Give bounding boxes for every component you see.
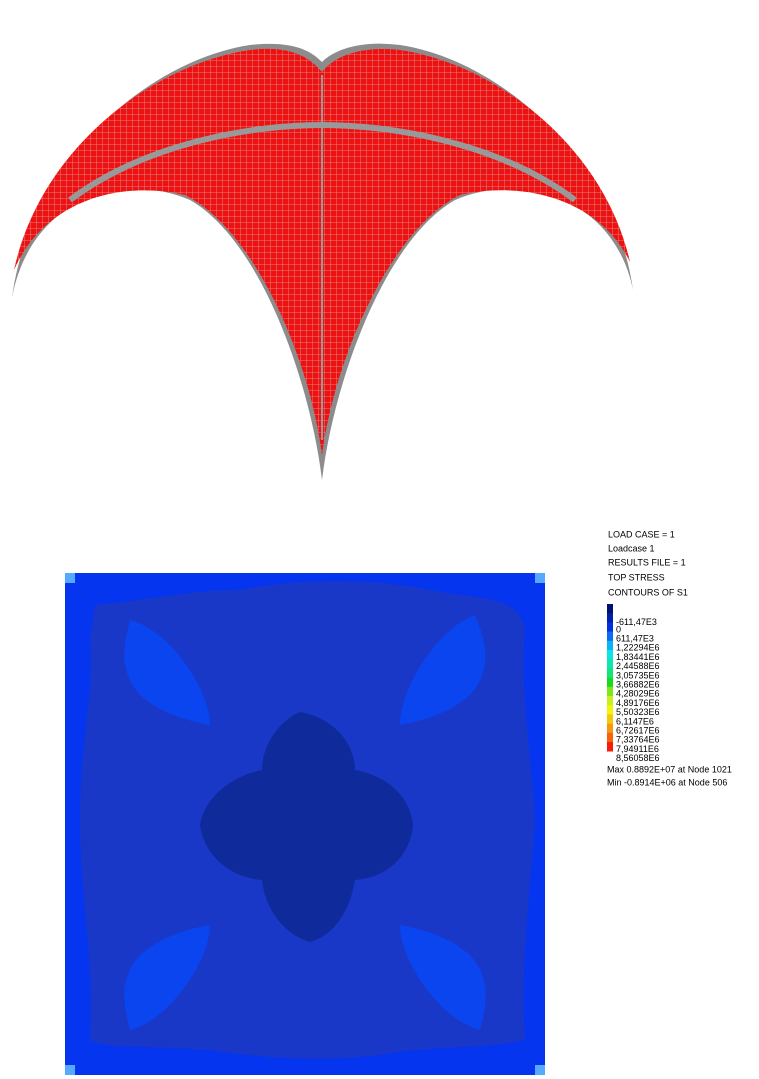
legend-swatch	[607, 687, 613, 697]
legend-swatch	[607, 650, 613, 660]
legend-header: CONTOURS OF S1	[608, 587, 688, 597]
legend-swatch	[607, 641, 613, 651]
extrema-line: Max 0.8892E+07 at Node 1021	[607, 764, 732, 774]
corner-mark	[535, 573, 545, 583]
corner-mark	[535, 1065, 545, 1075]
legend-swatch	[607, 705, 613, 715]
corner-mark	[65, 1065, 75, 1075]
legend-swatch	[607, 659, 613, 669]
legend-swatch	[607, 724, 613, 734]
legend-label: -611,47E3	[616, 617, 657, 627]
legend-header: LOAD CASE = 1	[608, 529, 675, 539]
legend-swatch	[607, 632, 613, 642]
legend-header: TOP STRESS	[608, 572, 665, 582]
contour-plot	[65, 573, 545, 1075]
legend-swatch	[607, 678, 613, 688]
screenshot: LOAD CASE = 1 Loadcase 1 RESULTS FILE = 1 T…	[0, 0, 759, 1079]
legend-swatch	[607, 668, 613, 678]
legend-swatch	[607, 604, 613, 614]
legend-swatch	[607, 714, 613, 724]
corner-mark	[65, 573, 75, 583]
legend-swatch	[607, 733, 613, 743]
legend-header: RESULTS FILE = 1	[608, 557, 686, 567]
dome-model	[12, 44, 633, 480]
legend-swatch	[607, 622, 613, 632]
extrema-line: Min -0.8914E+06 at Node 506	[607, 777, 727, 787]
legend-swatch	[607, 696, 613, 706]
legend-swatch	[607, 613, 613, 623]
legend-swatch	[607, 742, 613, 752]
legend-header: Loadcase 1	[608, 543, 655, 553]
legend-label: 8,56058E6	[616, 753, 660, 763]
legend: LOAD CASE = 1 Loadcase 1 RESULTS FILE = 1 T…	[607, 529, 732, 787]
